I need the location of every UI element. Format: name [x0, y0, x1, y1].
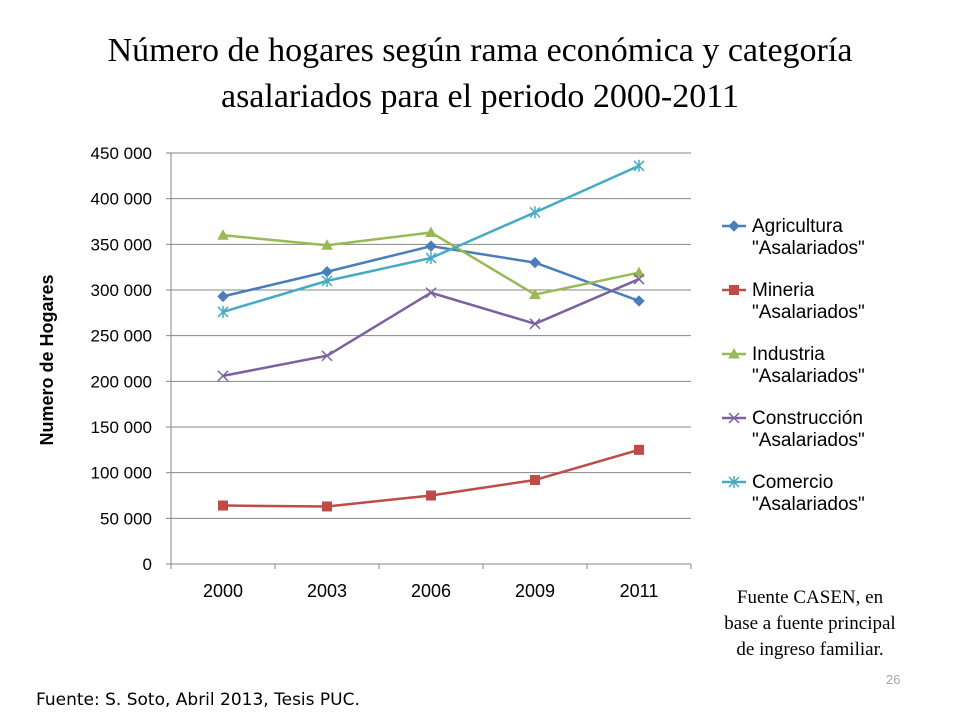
x-tick-label: 2000: [203, 581, 243, 601]
x-tick-labels: 2000 2003 2006 2009 2011: [203, 581, 658, 601]
series-group: [217, 159, 645, 512]
data-point: [425, 252, 437, 265]
data-point: [321, 239, 333, 250]
legend-marker: [729, 285, 739, 295]
data-point: [322, 501, 332, 512]
chart-legend: Agricultura "Asalariados" Mineria "Asalar…: [722, 214, 922, 534]
data-point: [217, 229, 229, 240]
x-tick-label: 2011: [620, 581, 659, 601]
series-3: [217, 226, 645, 300]
data-point: [321, 350, 333, 362]
data-point: [633, 159, 645, 172]
legend-swatch: [722, 285, 746, 295]
legend-marker: [728, 412, 740, 424]
y-tick-label: 450 000: [91, 144, 152, 163]
gridlines: [171, 152, 691, 565]
data-point: [529, 256, 541, 269]
series-5: [217, 159, 645, 318]
data-point: [217, 305, 229, 318]
legend-label: Agricultura "Asalariados": [752, 216, 865, 259]
data-point: [425, 226, 437, 237]
legend-item: Construcción "Asalariados": [722, 406, 922, 470]
y-axis-label: Numero de Hogares: [37, 274, 57, 445]
footer-source: Fuente: S. Soto, Abril 2013, Tesis PUC.: [36, 690, 360, 710]
legend-swatch: [722, 412, 746, 424]
series-4: [217, 273, 645, 382]
legend-item: Agricultura "Asalariados": [722, 214, 922, 278]
legend-swatch: [722, 347, 746, 359]
data-point: [321, 274, 333, 287]
y-tick-label: 200 000: [91, 372, 152, 391]
series-2: [218, 444, 644, 512]
y-tick-label: 250 000: [91, 327, 152, 346]
data-point: [218, 500, 228, 511]
data-point: [425, 287, 437, 299]
data-point: [634, 444, 644, 455]
slide-title: Número de hogares según rama económica y…: [107, 32, 853, 115]
legend-label: Comercio "Asalariados": [752, 472, 865, 515]
data-point: [529, 206, 541, 219]
data-point: [529, 288, 541, 300]
legend-label: Construcción "Asalariados": [752, 408, 865, 451]
y-tick-labels: 0 50 000 100 000 150 000 200 000 250 000 300 0…: [91, 144, 152, 574]
x-tick-label: 2006: [411, 581, 451, 601]
series-1: [217, 240, 645, 307]
legend-marker: [728, 476, 740, 488]
data-point: [217, 370, 229, 382]
legend-marker: [728, 347, 740, 359]
page-number: 26: [886, 672, 901, 687]
data-source-note: Fuente CASEN, en base a fuente principal…: [724, 587, 896, 660]
data-point: [217, 290, 229, 303]
legend-marker: [728, 220, 740, 232]
y-tick-label: 300 000: [91, 281, 152, 300]
data-point: [425, 240, 437, 252]
x-tick-label: 2003: [307, 581, 347, 601]
y-tick-label: 100 000: [91, 464, 152, 483]
y-tick-label: 50 000: [100, 509, 152, 528]
legend-item: Mineria "Asalariados": [722, 278, 922, 342]
legend-swatch: [722, 220, 746, 232]
legend-item: Industria "Asalariados": [722, 342, 922, 406]
data-point: [633, 295, 645, 307]
legend-swatch: [722, 476, 746, 488]
data-point: [530, 474, 540, 485]
x-tick-label: 2009: [515, 581, 555, 601]
data-point: [633, 273, 645, 285]
data-point: [529, 318, 541, 330]
legend-item: Comercio "Asalariados": [722, 470, 922, 534]
legend-label: Industria "Asalariados": [752, 344, 865, 387]
y-tick-label: 0: [143, 555, 152, 574]
axes: [166, 152, 692, 569]
y-tick-label: 400 000: [91, 190, 152, 209]
data-point: [426, 490, 436, 501]
legend-label: Mineria "Asalariados": [752, 280, 865, 323]
data-point: [633, 266, 645, 278]
y-tick-label: 350 000: [91, 235, 152, 254]
y-tick-label: 150 000: [91, 418, 152, 437]
